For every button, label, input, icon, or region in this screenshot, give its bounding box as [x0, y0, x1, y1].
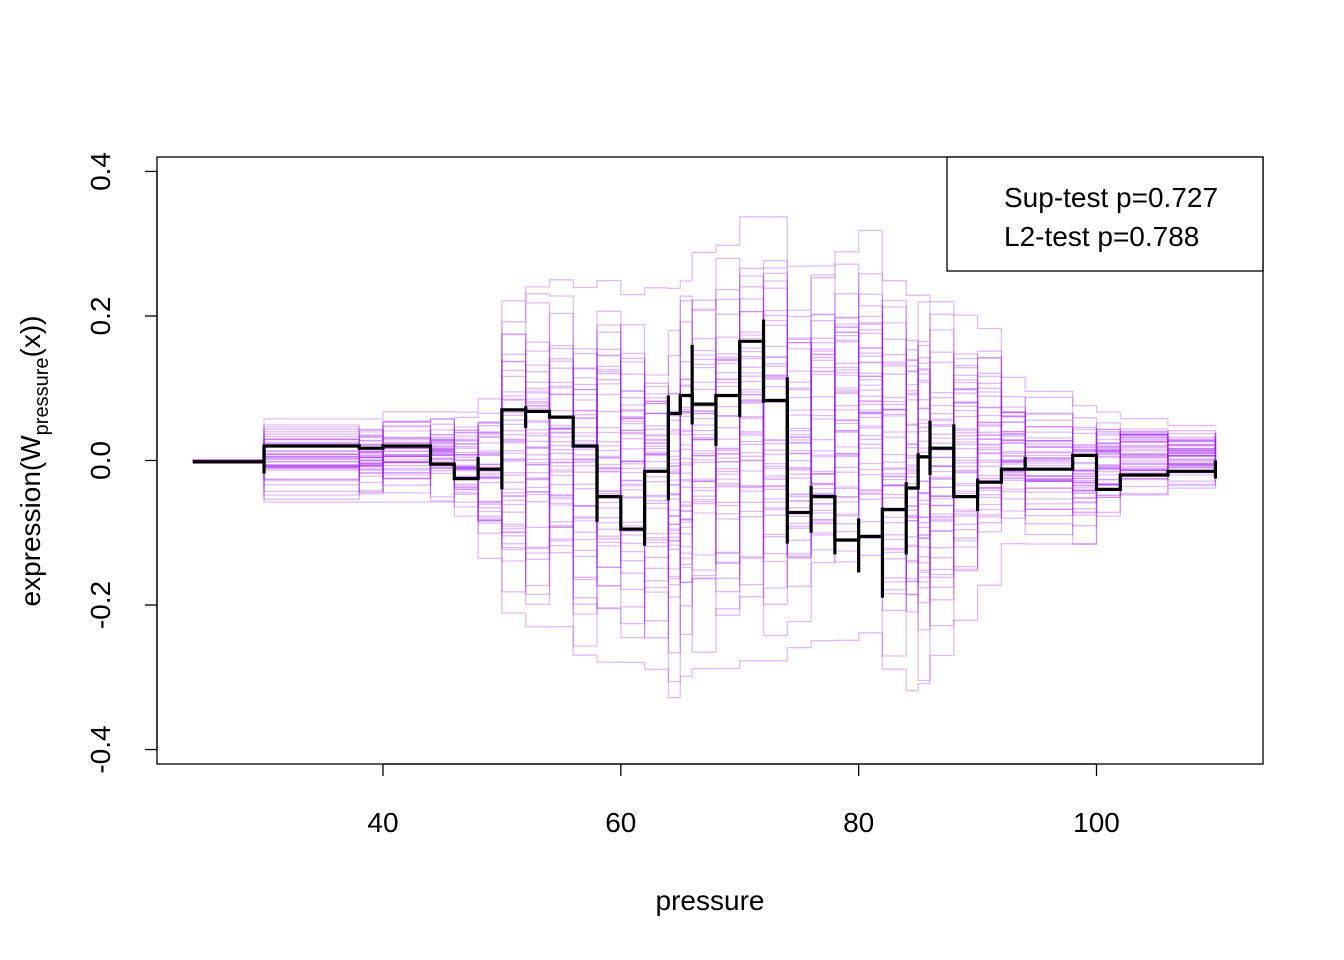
legend-box [946, 156, 1264, 272]
simulated-path [192, 350, 1217, 551]
simulated-path [192, 319, 1217, 468]
y-tick-label: 0.4 [85, 152, 116, 191]
simulated-path [192, 374, 1217, 613]
x-axis: 40 60 80 100 [367, 763, 1120, 838]
simulated-path [192, 366, 1217, 587]
simulated-path [192, 326, 1217, 524]
simulated-path [192, 287, 1217, 524]
simulated-path [192, 298, 1217, 482]
simulated-path [192, 393, 1217, 588]
simulated-path [192, 443, 1217, 604]
simulated-path [192, 323, 1217, 521]
simulated-path [192, 341, 1217, 515]
x-axis-label: pressure [656, 885, 765, 916]
y-tick-label: 0.2 [85, 297, 116, 336]
simulated-path [192, 309, 1217, 500]
simulated-path [192, 375, 1217, 596]
simulated-path [192, 362, 1217, 570]
x-tick-label: 40 [367, 807, 398, 838]
simulated-path [192, 272, 1217, 488]
y-tick-label: -0.4 [85, 725, 116, 773]
simulated-path [192, 293, 1217, 474]
y-label-suffix: (x)) [15, 316, 46, 358]
simulated-path [192, 356, 1217, 546]
simulated-path [192, 428, 1217, 608]
simulated-path [192, 216, 1217, 462]
simulated-path [192, 384, 1217, 598]
simulated-path [192, 289, 1217, 472]
simulated-path [192, 447, 1217, 653]
simulated-path [192, 257, 1217, 472]
legend-l2-test: L2-test p=0.788 [1004, 221, 1199, 252]
legend: Sup-test p=0.727 L2-test p=0.788 [946, 156, 1264, 272]
legend-sup-test: Sup-test p=0.727 [1004, 182, 1218, 213]
simulated-path [192, 274, 1217, 462]
simulated-path [192, 388, 1217, 583]
y-tick-label: -0.2 [85, 581, 116, 629]
simulated-path [192, 341, 1217, 537]
simulated-path [192, 459, 1217, 699]
simulated-path [192, 391, 1217, 578]
simulated-path [192, 453, 1217, 654]
y-axis-label: expression(Wpressure(x)) [15, 316, 53, 607]
simulated-path [192, 310, 1217, 538]
simulated-path [192, 354, 1217, 546]
observed-path [192, 319, 1218, 598]
y-label-subscript: pressure [31, 358, 53, 436]
simulated-path [192, 363, 1217, 578]
simulated-path [192, 388, 1217, 562]
x-tick-label: 100 [1073, 807, 1120, 838]
simulated-path [192, 365, 1217, 555]
x-tick-label: 60 [605, 807, 636, 838]
simulated-path [192, 275, 1217, 479]
simulated-path [192, 326, 1217, 496]
simulated-path [192, 459, 1217, 683]
simulated-path [192, 323, 1217, 534]
simulated-path [192, 324, 1217, 500]
simulated-path [192, 337, 1217, 539]
simulated-path [192, 376, 1217, 584]
y-axis: -0.4 -0.2 0.0 0.2 0.4 [85, 152, 158, 774]
simulated-paths [192, 216, 1217, 699]
y-tick-label: 0.0 [85, 441, 116, 480]
y-label-prefix: expression(W [15, 435, 46, 607]
simulated-path [192, 416, 1217, 636]
x-tick-label: 80 [843, 807, 874, 838]
